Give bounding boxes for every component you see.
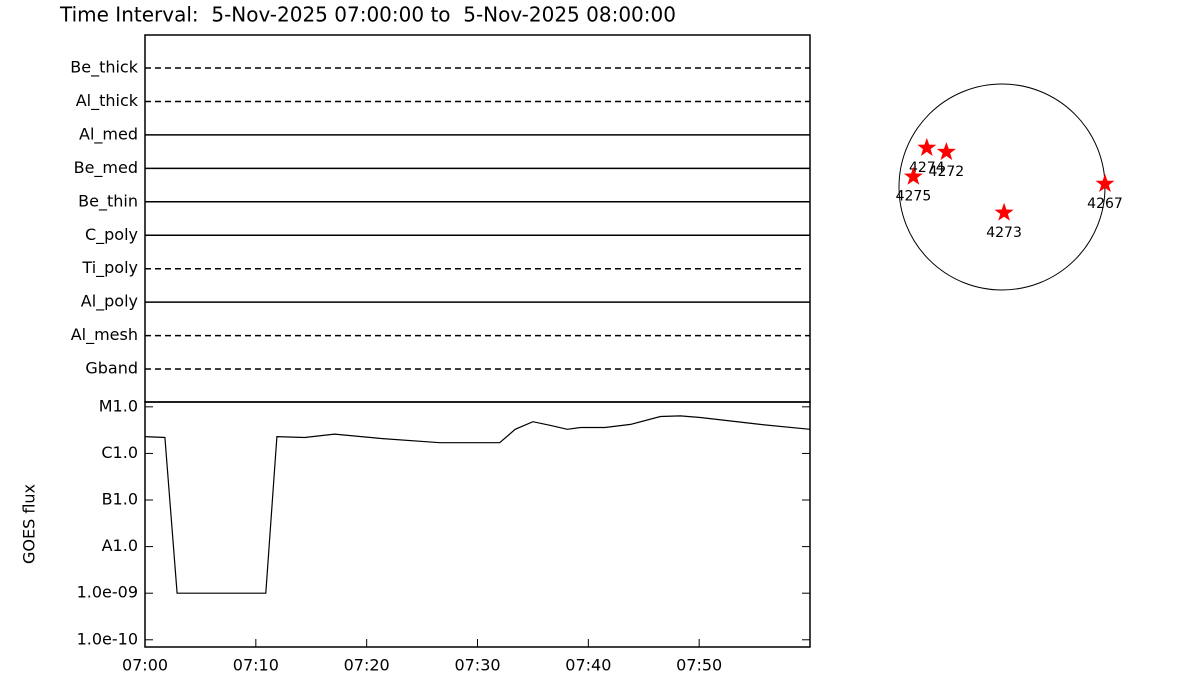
- filter-label: Al_poly: [81, 292, 138, 312]
- x-tick-label: 07:50: [676, 656, 722, 675]
- filter-label: Be_thin: [78, 191, 138, 211]
- y-tick-label: C1.0: [101, 443, 138, 462]
- active-region-star: [917, 137, 937, 156]
- active-region-label: 4272: [929, 164, 965, 180]
- filter-label: Al_mesh: [71, 325, 138, 345]
- filter-label: Ti_poly: [81, 258, 138, 278]
- active-region-label: 4275: [896, 189, 932, 205]
- goes-flux-line: [144, 415, 811, 594]
- y-tick-label: 1.0e-09: [77, 583, 138, 602]
- y-tick-label: B1.0: [102, 490, 138, 509]
- filter-panel-frame: [144, 34, 811, 403]
- active-region-label: 4274: [909, 160, 945, 176]
- filter-label: Be_thick: [70, 58, 138, 78]
- active-region-star: [1095, 173, 1115, 192]
- filter-label: Al_thick: [76, 91, 139, 111]
- y-tick-label: A1.0: [102, 536, 138, 555]
- x-tick-label: 07:30: [454, 656, 500, 675]
- solar-disk: [898, 83, 1106, 291]
- filter-label: Al_med: [79, 124, 138, 144]
- x-tick-label: 07:40: [565, 656, 611, 675]
- active-region-label: 4267: [1087, 196, 1123, 212]
- goes-panel-frame: [144, 401, 811, 648]
- filter-label: C_poly: [85, 225, 138, 245]
- y-tick-label: 1.0e-10: [77, 629, 138, 648]
- active-region-star: [994, 202, 1014, 221]
- filter-label: Be_med: [74, 158, 138, 178]
- active-region-star: [936, 142, 956, 161]
- x-tick-label: 07:00: [122, 656, 168, 675]
- x-tick-label: 07:10: [233, 656, 279, 675]
- chart-title: Time Interval: 5-Nov-2025 07:00:00 to 5-…: [59, 3, 676, 27]
- active-region-label: 4273: [986, 225, 1022, 241]
- y-axis-label: GOES flux: [20, 484, 39, 564]
- x-tick-label: 07:20: [344, 656, 390, 675]
- y-tick-label: M1.0: [99, 396, 138, 415]
- active-region-star: [903, 166, 923, 185]
- filter-label: Gband: [85, 359, 138, 378]
